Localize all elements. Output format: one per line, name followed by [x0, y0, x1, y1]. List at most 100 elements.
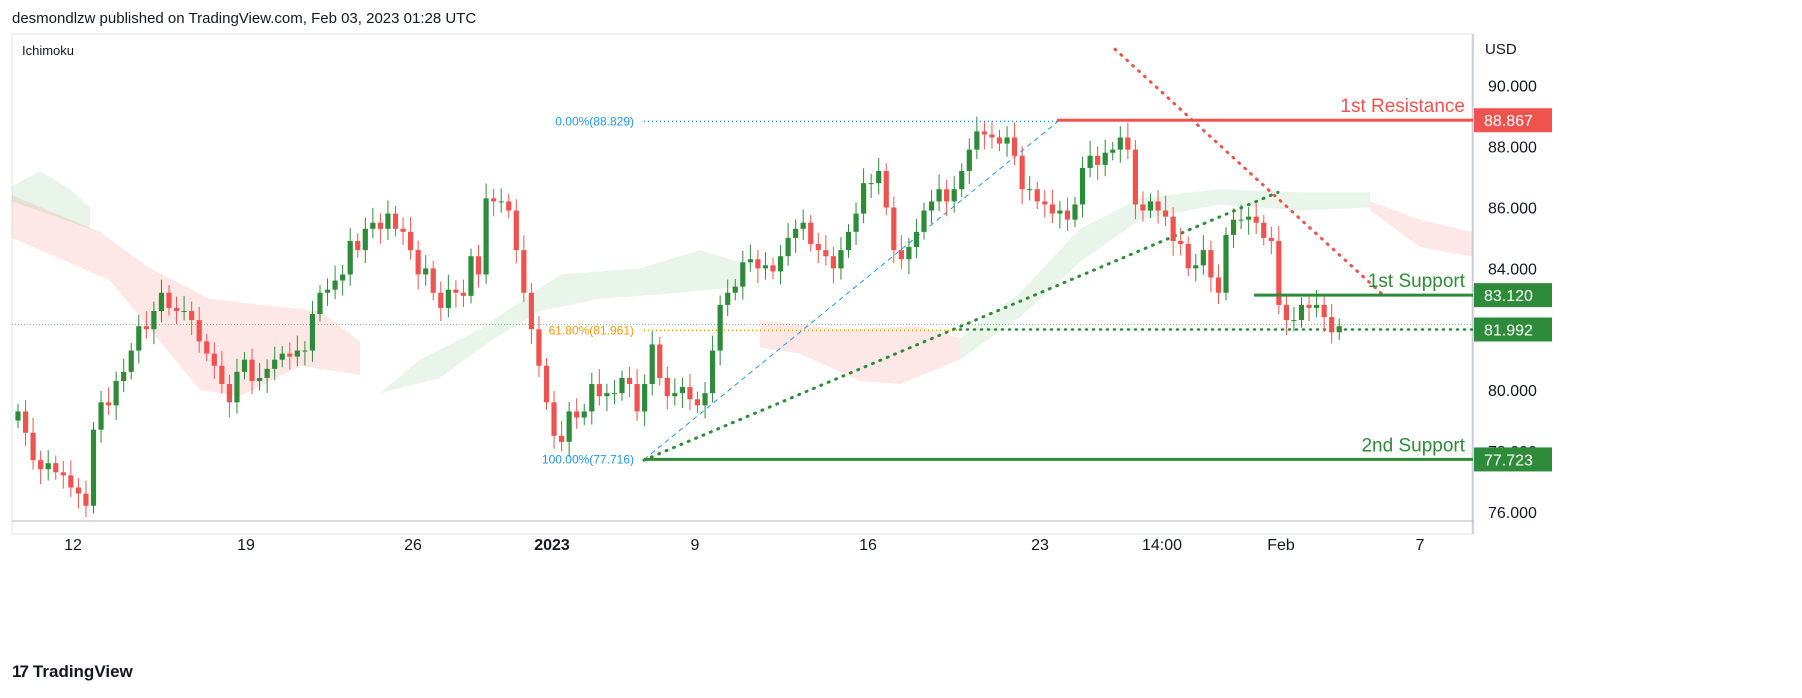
candlestick	[883, 163, 889, 216]
candlestick	[181, 296, 187, 321]
candlestick	[664, 366, 670, 410]
ichimoku-cloud-bearish	[12, 195, 360, 397]
candlestick	[68, 460, 74, 497]
candlestick	[362, 217, 368, 264]
candle-body	[468, 256, 474, 296]
x-axis-tick: 14:00	[1142, 537, 1182, 554]
candlestick	[287, 342, 293, 370]
candle-body	[1193, 265, 1199, 269]
candlestick	[687, 373, 693, 411]
candlestick	[332, 265, 338, 300]
candlestick	[906, 237, 912, 275]
candle-body	[1140, 204, 1146, 211]
candlestick	[128, 342, 134, 380]
candle-body	[521, 250, 527, 293]
candlestick	[1223, 227, 1229, 301]
candle-body	[755, 259, 761, 269]
candlestick	[551, 391, 557, 449]
publisher-header: desmondlzw published on TradingView.com,…	[12, 10, 477, 27]
candlestick	[966, 138, 972, 185]
candle-body	[793, 228, 799, 238]
candle-body	[483, 198, 489, 275]
candle-body	[385, 213, 391, 229]
candlestick	[1253, 203, 1259, 234]
candle-body	[823, 250, 829, 257]
candlestick	[528, 283, 534, 345]
candle-body	[770, 265, 776, 272]
y-axis-tick: 88.000	[1488, 140, 1537, 157]
candlestick	[204, 333, 210, 362]
candle-body	[113, 380, 119, 406]
candlestick	[574, 398, 580, 429]
candle-body	[898, 250, 904, 260]
candle-body	[528, 292, 534, 330]
candle-body	[1147, 201, 1154, 211]
candlestick	[408, 216, 414, 260]
candle-body	[777, 256, 784, 272]
candlestick	[340, 265, 346, 296]
tradingview-brand-name: TradingView	[32, 662, 133, 681]
candle-body	[453, 289, 459, 293]
candle-body	[53, 463, 59, 473]
candlestick	[75, 478, 81, 509]
candlestick	[944, 179, 950, 217]
candlestick	[1329, 303, 1335, 344]
candle-body	[460, 292, 467, 296]
candle-body	[121, 371, 127, 381]
candle-body	[642, 384, 648, 412]
candle-body	[830, 256, 836, 269]
candle-body	[679, 387, 685, 394]
candlestick	[543, 358, 550, 410]
candlestick	[521, 235, 527, 303]
candle-body	[906, 247, 912, 260]
candlestick	[173, 296, 180, 325]
candle-body	[158, 292, 165, 311]
candle-body	[1283, 304, 1289, 321]
candlestick	[1102, 139, 1108, 177]
candle-body	[128, 350, 134, 372]
candle-body	[45, 463, 51, 470]
candle-body	[347, 240, 353, 275]
candlestick	[370, 207, 376, 239]
fib-level-label: 61.80%(81.961)	[549, 323, 634, 337]
candlestick	[219, 350, 225, 394]
candlestick	[1147, 193, 1154, 219]
candle-body	[634, 384, 640, 412]
candlestick	[815, 232, 821, 264]
candlestick	[830, 246, 836, 284]
candlestick	[1163, 195, 1169, 227]
candlestick	[649, 331, 655, 396]
price-badge-bg	[1474, 317, 1552, 342]
candle-body	[475, 256, 482, 275]
candlestick	[1298, 297, 1305, 328]
x-axis-tick: 7	[1416, 537, 1425, 554]
candlestick	[1049, 189, 1055, 224]
candle-body	[566, 411, 572, 442]
x-axis-tick: 19	[237, 537, 255, 554]
candlestick	[1087, 140, 1093, 178]
candlestick	[1291, 307, 1297, 332]
candle-body	[430, 268, 436, 293]
candle-body	[1064, 210, 1071, 220]
candlestick	[189, 301, 195, 336]
candle-body	[423, 268, 429, 275]
candle-body	[687, 387, 693, 400]
fib-level-label: 0.00%(88.829)	[555, 114, 634, 128]
candlestick	[694, 391, 701, 413]
candle-body	[1306, 304, 1312, 308]
candlestick	[725, 279, 731, 317]
candle-body	[181, 310, 187, 312]
candlestick	[1057, 201, 1063, 229]
candlestick	[1321, 295, 1327, 332]
indicator-label[interactable]: Ichimoku	[22, 43, 74, 58]
candlestick	[385, 200, 391, 241]
candlestick	[566, 401, 572, 457]
candlestick	[1095, 146, 1101, 180]
candle-body	[340, 274, 346, 281]
x-axis-tick: 9	[691, 537, 700, 554]
candlestick	[453, 280, 459, 308]
candle-body	[913, 231, 920, 248]
price-badge: 83.120	[1474, 283, 1552, 308]
tradingview-brand[interactable]: 17 TradingView	[12, 662, 133, 682]
